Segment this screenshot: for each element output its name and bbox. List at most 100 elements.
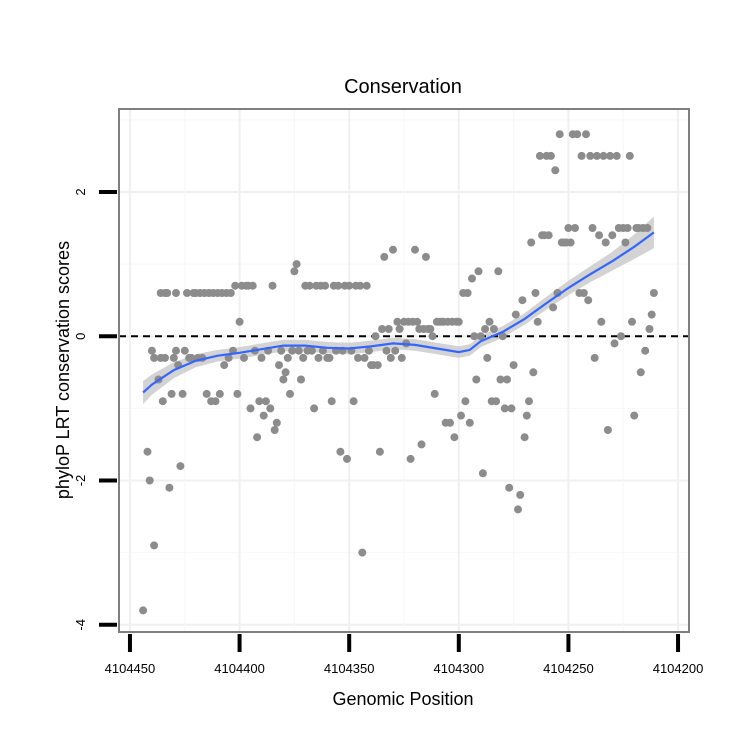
- data-point: [275, 361, 283, 370]
- data-point: [393, 317, 402, 326]
- data-point: [220, 361, 229, 370]
- data-point: [261, 397, 270, 406]
- data-point: [474, 267, 483, 276]
- data-point: [428, 332, 437, 341]
- data-point: [518, 296, 527, 305]
- data-point: [336, 447, 345, 456]
- data-point: [378, 325, 387, 333]
- data-point: [582, 130, 590, 139]
- data-point: [395, 325, 404, 333]
- data-point: [257, 353, 266, 362]
- data-point: [630, 411, 639, 420]
- data-point: [527, 238, 536, 247]
- data-point: [139, 606, 148, 615]
- data-point: [255, 397, 264, 406]
- data-point: [248, 281, 257, 290]
- data-point: [485, 317, 494, 326]
- data-point: [382, 346, 391, 355]
- data-point: [345, 281, 354, 290]
- data-point: [516, 490, 525, 499]
- data-point: [450, 433, 459, 442]
- data-point: [169, 353, 178, 362]
- smooth-line: [142, 231, 655, 394]
- data-point: [535, 151, 544, 160]
- data-point: [145, 476, 154, 485]
- data-point: [549, 303, 558, 312]
- data-point: [143, 447, 152, 456]
- data-point: [498, 332, 507, 341]
- plot-border: [118, 108, 690, 633]
- data-point: [163, 289, 172, 297]
- data-point: [176, 462, 185, 471]
- data-point: [288, 346, 297, 355]
- data-point: [465, 418, 474, 427]
- data-point: [551, 166, 560, 175]
- data-point: [617, 332, 625, 341]
- data-point: [481, 325, 490, 333]
- data-point: [292, 260, 301, 269]
- data-point: [253, 433, 262, 442]
- data-point: [178, 389, 187, 398]
- data-point: [349, 397, 358, 406]
- data-point: [358, 548, 367, 557]
- data-point: [529, 368, 538, 377]
- y-tick-label: -4: [73, 619, 88, 631]
- data-point: [161, 353, 169, 362]
- y-axis-label: phyloP LRT conservation scores: [53, 241, 73, 499]
- data-point: [468, 274, 476, 283]
- data-point: [599, 151, 608, 160]
- data-point: [334, 281, 343, 290]
- data-point: [318, 346, 327, 355]
- data-point: [233, 389, 242, 398]
- data-point: [279, 375, 288, 384]
- data-point: [380, 252, 389, 261]
- data-point: [277, 346, 286, 355]
- data-point: [211, 397, 220, 406]
- y-axis: -4 -2 0 2: [73, 188, 117, 631]
- data-point: [421, 252, 430, 261]
- data-point: [636, 368, 645, 377]
- data-point: [577, 151, 586, 160]
- y-tick-label: -2: [73, 475, 88, 487]
- data-point: [167, 389, 176, 398]
- data-point: [356, 281, 365, 290]
- data-point: [472, 375, 481, 384]
- x-tick-label: 4104350: [324, 661, 375, 676]
- x-tick-label: 4104200: [653, 661, 704, 676]
- data-point: [371, 332, 380, 341]
- data-point: [564, 224, 573, 232]
- data-point: [305, 281, 314, 290]
- data-point: [492, 397, 501, 406]
- data-point: [590, 353, 599, 362]
- data-point: [511, 310, 520, 319]
- data-point: [391, 346, 400, 355]
- data-point: [321, 281, 330, 290]
- x-tick-label: 4104400: [214, 661, 265, 676]
- x-tick-label: 4104300: [433, 661, 484, 676]
- data-point: [165, 483, 174, 492]
- data-point: [606, 151, 615, 160]
- data-point: [584, 296, 593, 305]
- data-point: [625, 151, 634, 160]
- data-point: [389, 245, 397, 254]
- data-point: [514, 505, 522, 514]
- data-point: [240, 353, 248, 362]
- data-point: [500, 404, 509, 413]
- data-point: [215, 389, 224, 398]
- data-point: [579, 289, 588, 297]
- data-point: [417, 440, 426, 449]
- data-point: [180, 346, 189, 355]
- data-point: [172, 289, 180, 297]
- x-tick-label: 4104250: [543, 661, 594, 676]
- data-point: [259, 411, 268, 420]
- data-point: [531, 289, 540, 297]
- data-point: [158, 397, 167, 406]
- data-point: [430, 389, 439, 398]
- data-point: [246, 404, 255, 413]
- data-point: [172, 346, 180, 355]
- data-point: [235, 317, 244, 326]
- smooth-trend-line: [142, 231, 655, 394]
- data-point: [507, 404, 516, 413]
- data-point: [226, 289, 235, 297]
- data-point: [314, 353, 323, 362]
